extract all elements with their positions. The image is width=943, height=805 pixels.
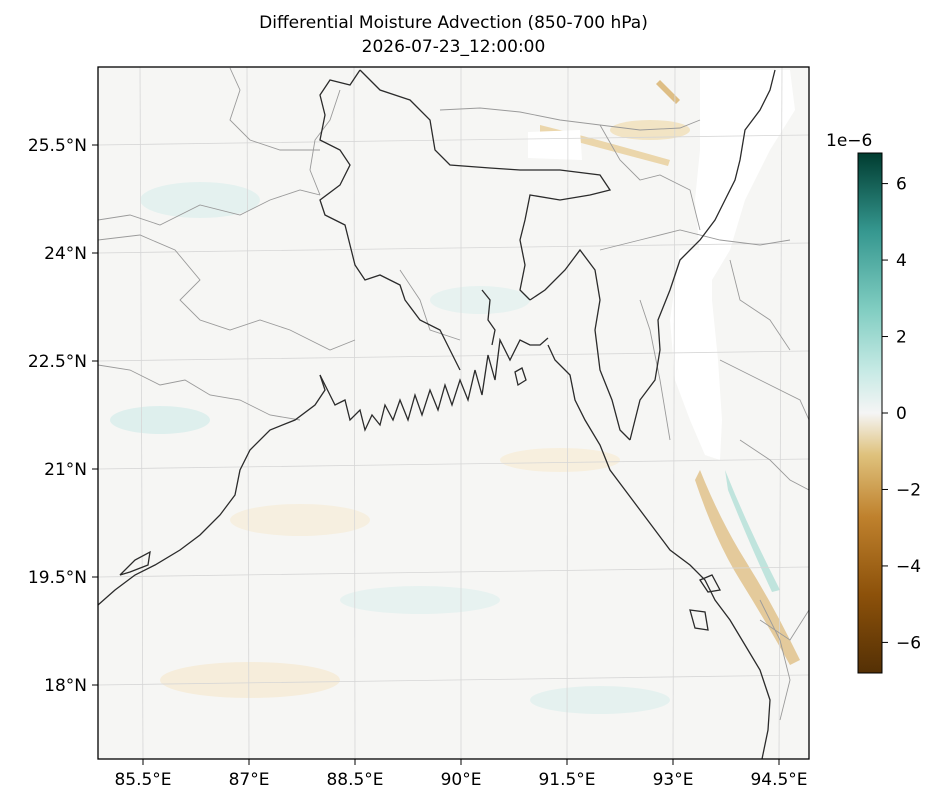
lat-tick-label: 19.5°N <box>28 568 87 588</box>
lon-axis: 85.5°E 87°E 88.5°E 90°E 91.5°E 93°E 94.5… <box>114 759 808 790</box>
lat-tick-label: 22.5°N <box>28 352 87 372</box>
lon-tick-label: 87°E <box>229 770 270 790</box>
lon-tick-label: 94.5°E <box>750 770 807 790</box>
colorbar-tick-label: −6 <box>896 633 921 653</box>
lat-tick-label: 21°N <box>44 460 87 480</box>
state-borders <box>98 67 809 721</box>
colorbar-gradient <box>857 152 883 674</box>
lon-tick-label: 93°E <box>653 770 694 790</box>
map-content <box>98 67 809 759</box>
lon-tick-label: 85.5°E <box>114 770 171 790</box>
colorbar-tick-label: 2 <box>896 328 907 348</box>
lat-axis: 25.5°N 24°N 22.5°N 21°N 19.5°N 18°N <box>28 136 98 696</box>
masked-terrain <box>528 70 795 460</box>
lon-tick-label: 88.5°E <box>326 770 383 790</box>
colorbar-tick-label: 0 <box>896 404 907 424</box>
lat-tick-label: 24°N <box>44 244 87 264</box>
map-title: Differential Moisture Advection (850-700… <box>259 13 648 33</box>
lat-tick-label: 25.5°N <box>28 136 87 156</box>
lon-tick-label: 91.5°E <box>538 770 595 790</box>
map-frame <box>97 66 810 760</box>
colorbar-exponent: 1e−6 <box>826 131 872 151</box>
graticule <box>98 67 809 759</box>
colorbar-ticks: 6 4 2 0 −2 −4 −6 <box>882 175 921 653</box>
coastline-and-borders <box>98 69 776 759</box>
lon-tick-label: 90°E <box>441 770 482 790</box>
map-subtitle: 2026-07-23_12:00:00 <box>361 37 546 57</box>
colorbar: 1e−6 6 4 2 0 −2 −4 −6 <box>826 131 921 674</box>
colorbar-tick-label: 6 <box>896 175 907 195</box>
colorbar-tick-label: −4 <box>896 557 921 577</box>
lat-tick-label: 18°N <box>44 676 87 696</box>
colorbar-tick-label: −2 <box>896 480 921 500</box>
colorbar-tick-label: 4 <box>896 251 907 271</box>
